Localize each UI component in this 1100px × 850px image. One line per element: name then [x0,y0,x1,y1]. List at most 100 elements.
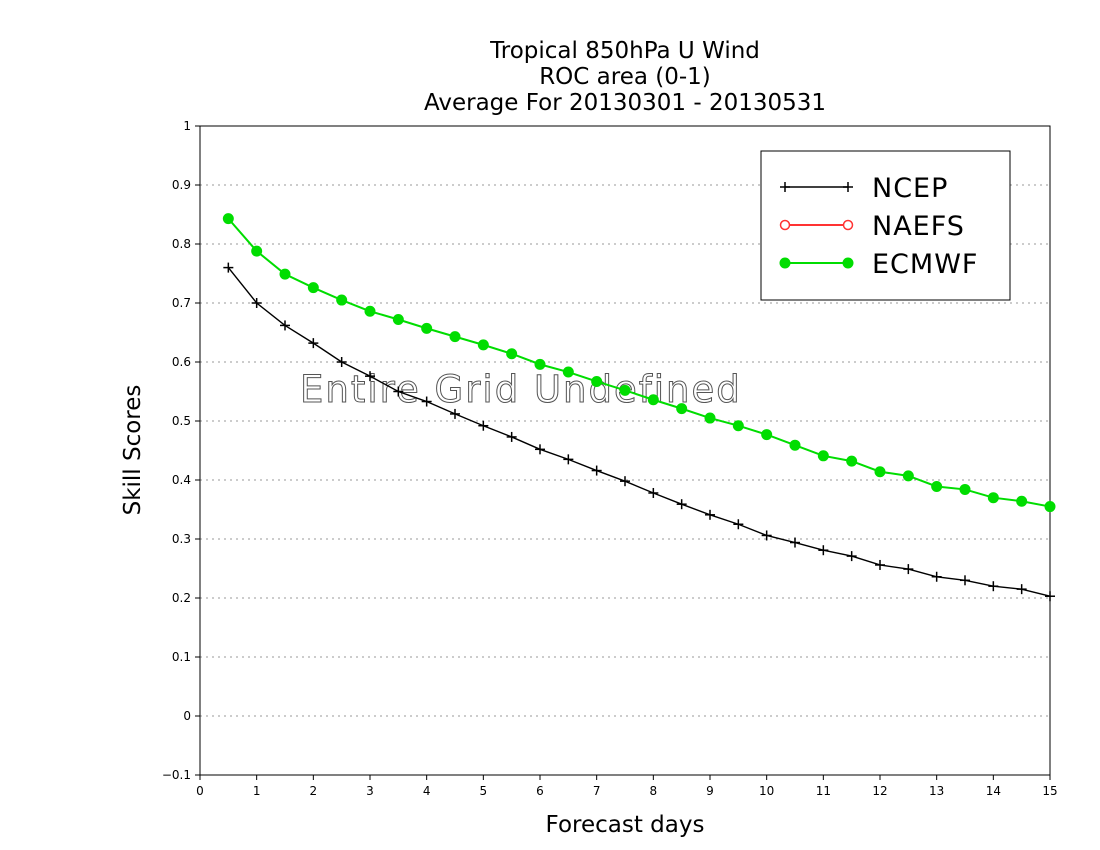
legend-label: ECMWF [872,249,978,280]
data-point [478,420,489,431]
x-tick-label: 0 [196,784,204,798]
x-tick-label: 2 [310,784,318,798]
plot-frame [199,125,1051,776]
data-point [562,366,574,378]
y-tick-label: 0.7 [172,296,191,310]
x-tick-label: 11 [816,784,831,798]
y-tick-label: 1 [183,119,191,133]
data-point [987,492,999,504]
data-point [789,439,801,451]
x-tick-label: 1 [253,784,261,798]
data-point [732,420,744,432]
data-point [506,431,517,442]
data-point [336,357,347,367]
data-point [779,219,791,231]
data-point [704,412,716,424]
x-tick-label: 15 [1042,784,1057,798]
legend-item: NCEP [780,173,948,204]
data-point [392,314,404,326]
data-point [846,455,858,467]
data-point [779,257,791,269]
data-point [846,551,857,562]
x-tick-label: 6 [536,784,544,798]
x-tick-label: 13 [929,784,944,798]
data-point [449,331,461,343]
data-point [842,219,854,231]
data-point [843,182,853,192]
data-point [1044,501,1056,513]
y-tick-label: 0.8 [172,237,191,251]
legend-label: NCEP [872,173,948,204]
x-tick-label: 7 [593,784,601,798]
data-point [931,571,942,582]
data-point [988,581,999,592]
data-point [251,298,262,308]
y-tick-label: 0.5 [172,414,191,428]
x-tick-label: 14 [986,784,1001,798]
y-tick-label: 0.6 [172,355,191,369]
data-point [506,348,518,360]
x-tick-label: 3 [366,784,374,798]
data-point [960,575,970,586]
series-lines [222,213,1056,602]
legend-item: NAEFS [779,211,965,242]
data-point [619,384,631,396]
y-tick-labels: −0.1 0 0.1 0.2 0.3 0.4 0.5 0.6 0.7 0.8 0.9 1 [162,119,191,782]
data-point [903,564,914,575]
data-point [620,476,630,487]
chart-title-line: Tropical 850hPa U Wind [489,38,760,64]
y-axis-label: Skill Scores [120,385,146,516]
x-axis-label: Forecast days [546,812,705,838]
y-tick-label: 0.1 [172,650,191,664]
data-point [308,338,319,349]
legend-item: ECMWF [779,249,978,280]
x-tick-label: 5 [480,784,488,798]
data-point [450,408,460,419]
data-point [591,375,603,387]
x-tick-label: 10 [759,784,774,798]
chart-title-line: Average For 20130301 - 20130531 [424,90,826,116]
data-point [222,213,234,225]
data-point [223,262,234,273]
data-point [676,499,687,510]
data-point [817,450,829,462]
data-point [280,320,290,331]
x-tick-label: 4 [423,784,431,798]
x-tick-label: 9 [706,784,714,798]
chart-title-line: ROC area (0-1) [539,64,711,90]
data-point [931,480,943,492]
data-point [676,403,688,415]
x-tick-label: 8 [650,784,658,798]
data-point [1045,591,1055,602]
series-ncep [223,262,1055,602]
data-point [534,358,546,370]
data-point [1016,495,1028,507]
data-point [761,530,772,541]
data-point [477,339,489,351]
x-tick-labels: 0 1 2 3 4 5 6 7 8 9 10 11 12 13 14 15 [196,784,1057,798]
axis-ticks [195,125,1051,780]
data-point [251,245,263,257]
data-point [307,282,319,294]
data-point [336,294,348,306]
data-point [780,182,790,192]
data-point [818,545,829,556]
series-line [227,267,1051,597]
data-point [648,487,659,498]
y-tick-label: 0.9 [172,178,191,192]
y-tick-label: 0.2 [172,591,191,605]
data-point [705,509,715,520]
data-point [842,257,854,269]
data-point [279,268,291,280]
data-point [761,429,773,441]
legend-label: NAEFS [872,211,965,242]
data-point [393,386,404,397]
data-point [875,559,885,570]
series-ecmwf [222,213,1056,513]
y-tick-label: 0.3 [172,532,191,546]
legend: NCEP NAEFS ECMWF [760,150,1011,301]
data-point [535,444,545,455]
data-point [591,465,602,476]
